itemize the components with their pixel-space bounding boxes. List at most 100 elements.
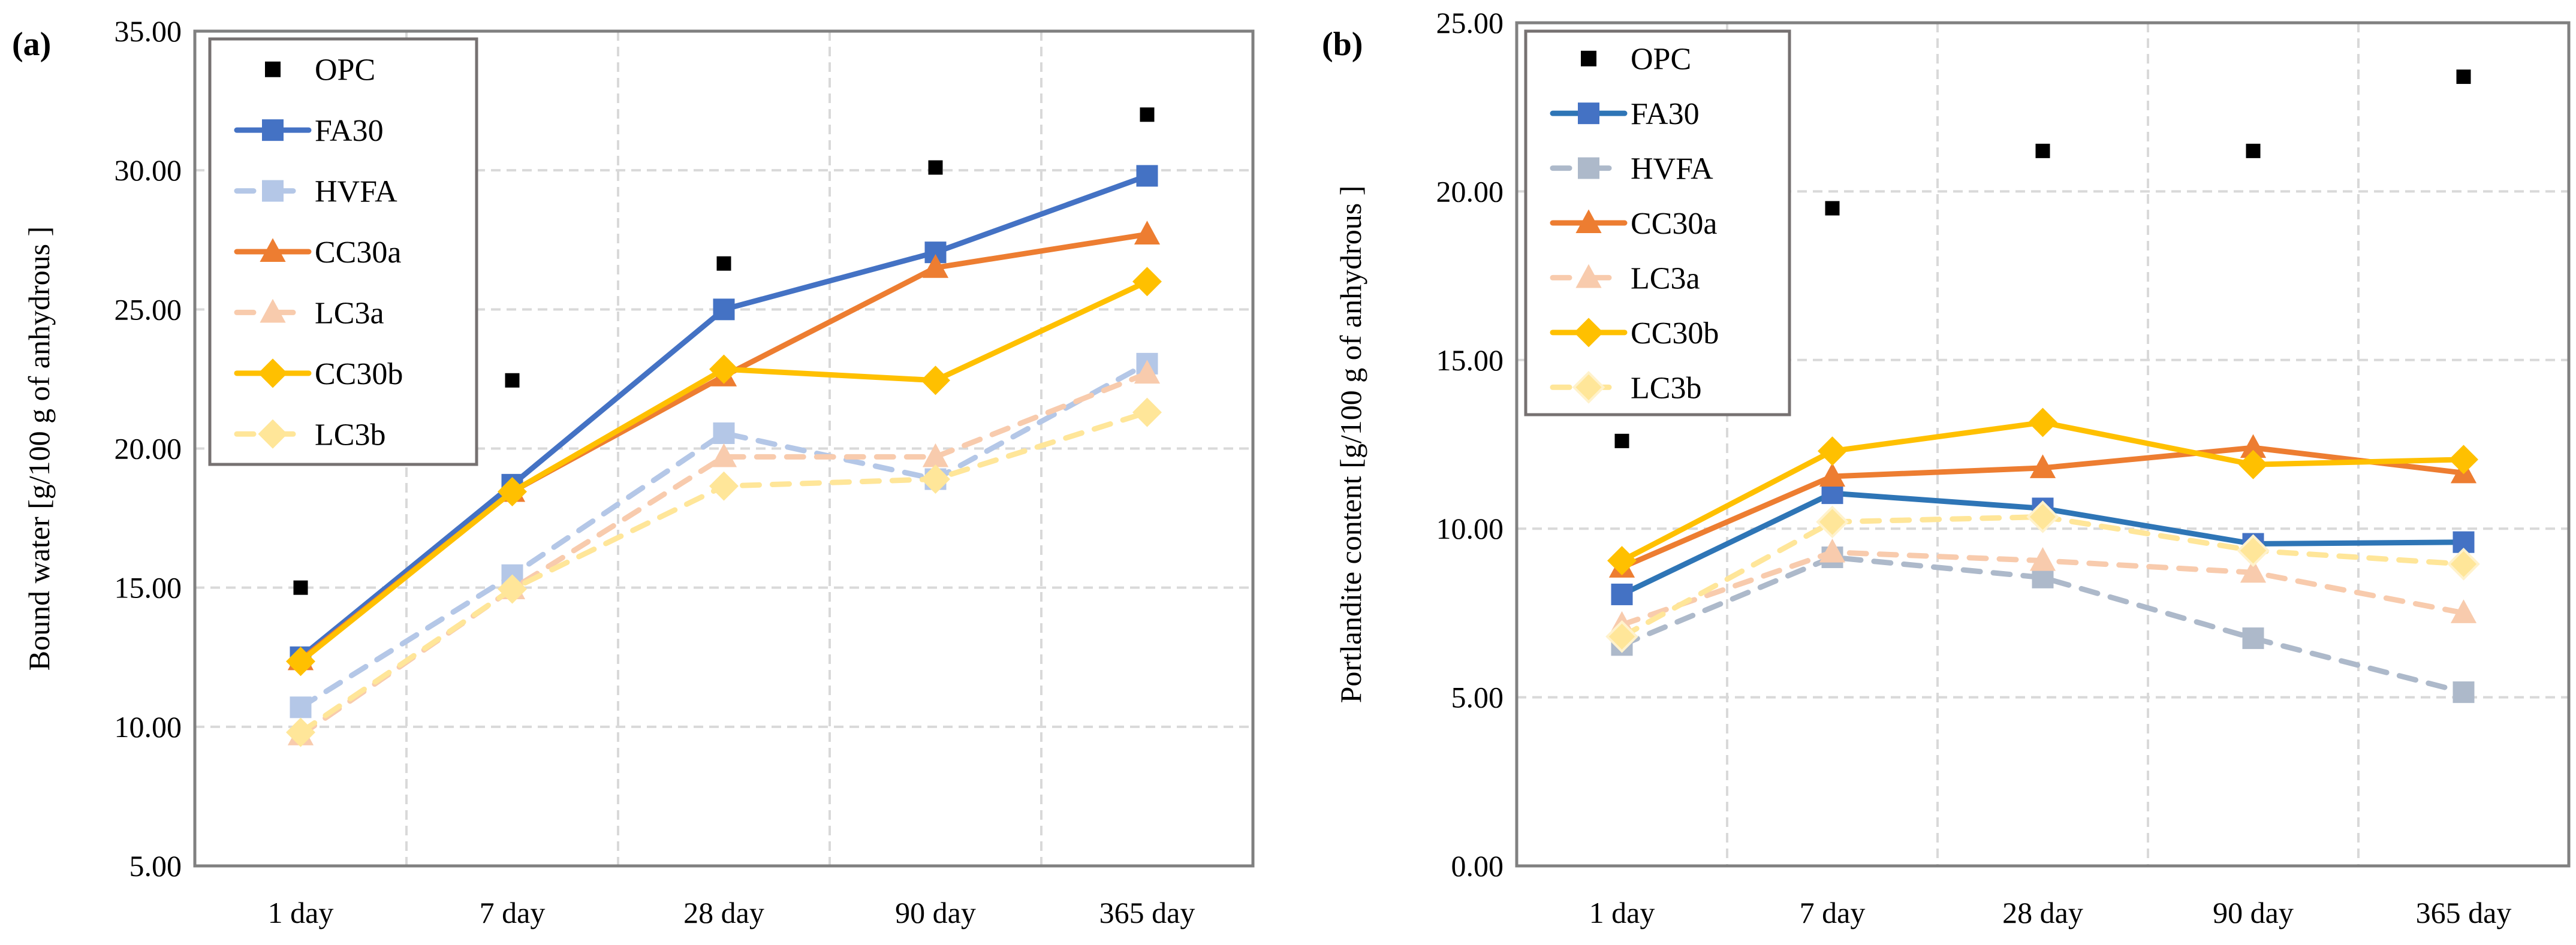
- x-tick-label: 365 day: [1099, 896, 1195, 929]
- y-axis-title: Portlandite content [g/100 g of anhydrou…: [1334, 186, 1367, 704]
- x-tick-label: 28 day: [2002, 896, 2083, 929]
- data-point-fa30: [1136, 165, 1158, 187]
- legend-marker-triangle-icon: [260, 298, 286, 323]
- legend-item-lc3a: LC3a: [1550, 261, 1700, 295]
- legend-label: LC3a: [315, 296, 384, 330]
- series-lc3b: [1605, 500, 2480, 653]
- legend-item-opc: OPC: [1581, 43, 1691, 77]
- legend-label: FA30: [1631, 97, 1700, 131]
- legend: OPC FA30 HVFA CC30a LC3a CC30b LC3b: [1524, 29, 1791, 416]
- data-point-lc3a: [2029, 547, 2056, 571]
- y-tick-label: 20.00: [1436, 174, 1504, 208]
- legend-item-fa30: FA30: [1550, 97, 1700, 131]
- legend-label: CC30b: [1631, 316, 1719, 351]
- data-point-cc30b: [921, 366, 950, 395]
- legend-marker-triangle-icon: [1575, 264, 1602, 288]
- data-point-cc30b: [2238, 449, 2268, 479]
- legend-item-fa30: FA30: [234, 114, 384, 148]
- legend-label: OPC: [1631, 43, 1691, 77]
- legend-label: LC3b: [1631, 371, 1701, 405]
- data-point-cc30b: [1132, 267, 1162, 297]
- series-lc3b: [286, 397, 1162, 747]
- data-point-lc3b: [498, 574, 527, 604]
- y-tick-label: 35.00: [115, 14, 182, 48]
- chart-panel-b: 0.00 5.00 10.00 15.00 20.00 25.00 1 day 7 day 28…: [1322, 6, 2571, 929]
- legend-label: LC3b: [315, 418, 385, 452]
- data-point-opc: [1825, 201, 1840, 216]
- legend-marker-square-icon: [1578, 157, 1599, 179]
- data-point-lc3b: [286, 717, 315, 747]
- series-opc: [293, 107, 1155, 595]
- legend-marker-triangle-icon: [260, 238, 286, 262]
- y-tick-label: 10.00: [115, 710, 182, 744]
- legend-marker-diamond-icon: [1574, 318, 1604, 348]
- y-tick-label: 0.00: [1451, 849, 1504, 883]
- legend: OPC FA30 HVFA CC30a LC3a CC30b LC3b: [208, 37, 478, 466]
- data-point-lc3b: [2237, 534, 2270, 567]
- data-point-cc30b: [2449, 445, 2478, 475]
- data-point-opc: [1140, 107, 1155, 122]
- legend-label: CC30a: [1631, 207, 1717, 241]
- series-line-hvfa: [298, 361, 1150, 710]
- data-point-opc: [293, 580, 308, 595]
- legend-item-cc30b: CC30b: [1550, 316, 1719, 351]
- series-line-hvfa: [1619, 554, 2466, 695]
- data-point-lc3a: [1134, 360, 1161, 384]
- data-point-lc3b: [921, 464, 950, 494]
- y-tick-label: 5.00: [129, 849, 182, 883]
- legend-item-cc30b: CC30b: [234, 357, 403, 391]
- x-tick-label: 1 day: [1589, 896, 1655, 929]
- series-line-lc3a: [298, 370, 1150, 738]
- data-point-cc30b: [2028, 407, 2057, 437]
- data-point-cc30a: [2029, 454, 2056, 478]
- data-point-hvfa: [2242, 627, 2264, 650]
- data-point-opc: [2456, 70, 2471, 84]
- legend-label: FA30: [315, 114, 384, 148]
- x-tick-label: 28 day: [683, 896, 764, 929]
- chart-panel-a: 5.00 10.00 15.00 20.00 25.00 30.00 35.00 1 day 7…: [12, 14, 1255, 929]
- y-tick-label: 25.00: [115, 292, 182, 326]
- data-point-lc3b: [1816, 505, 1849, 539]
- data-point-lc3b: [2447, 547, 2480, 581]
- y-tick-label: 15.00: [115, 571, 182, 605]
- legend-label: HVFA: [1631, 152, 1713, 186]
- data-point-cc30b: [1818, 436, 1847, 466]
- data-point-hvfa: [2453, 681, 2475, 704]
- legend-item-cc30a: CC30a: [234, 236, 401, 270]
- plot-area-frame: [193, 29, 1255, 868]
- y-axis-title: Bound water [g/100 g of anhydrous ]: [22, 227, 56, 671]
- data-point-cc30a: [922, 254, 949, 278]
- data-point-lc3a: [1819, 538, 1846, 563]
- data-point-opc: [716, 256, 731, 271]
- plot-area-frame: [1515, 21, 2571, 868]
- legend-marker-square-icon: [265, 61, 281, 77]
- x-tick-label: 90 day: [2213, 896, 2294, 929]
- legend-label: HVFA: [315, 175, 397, 209]
- data-point-lc3a: [710, 443, 737, 467]
- x-tick-label: 7 day: [480, 896, 546, 929]
- data-point-lc3a: [2450, 599, 2477, 623]
- legend-marker-triangle-icon: [1575, 209, 1602, 234]
- panel-label: (a): [12, 26, 51, 63]
- legend-marker-square-icon: [262, 119, 284, 141]
- legend-marker-square-icon: [262, 180, 284, 202]
- x-tick-label: 7 day: [1800, 896, 1866, 929]
- data-point-lc3a: [2240, 558, 2267, 583]
- legend-marker-square-icon: [1578, 102, 1599, 125]
- legend-label: CC30b: [315, 357, 403, 391]
- data-point-opc: [928, 160, 943, 175]
- data-point-lc3b: [2026, 500, 2059, 533]
- data-point-lc3a: [922, 443, 949, 467]
- legend-item-lc3a: LC3a: [234, 296, 384, 330]
- legend-item-opc: OPC: [265, 53, 375, 87]
- panel-label: (b): [1322, 26, 1363, 63]
- data-point-lc3b: [709, 471, 739, 501]
- x-tick-label: 1 day: [268, 896, 334, 929]
- legend-marker-diamond-icon: [258, 419, 288, 449]
- legend-item-lc3b: LC3b: [234, 418, 385, 452]
- legend-marker-square-icon: [1581, 50, 1596, 67]
- legend-marker-diamond-icon: [1572, 370, 1605, 404]
- data-point-cc30b: [498, 476, 527, 506]
- series-cc30b: [286, 267, 1162, 677]
- legend-marker-diamond-icon: [258, 358, 288, 388]
